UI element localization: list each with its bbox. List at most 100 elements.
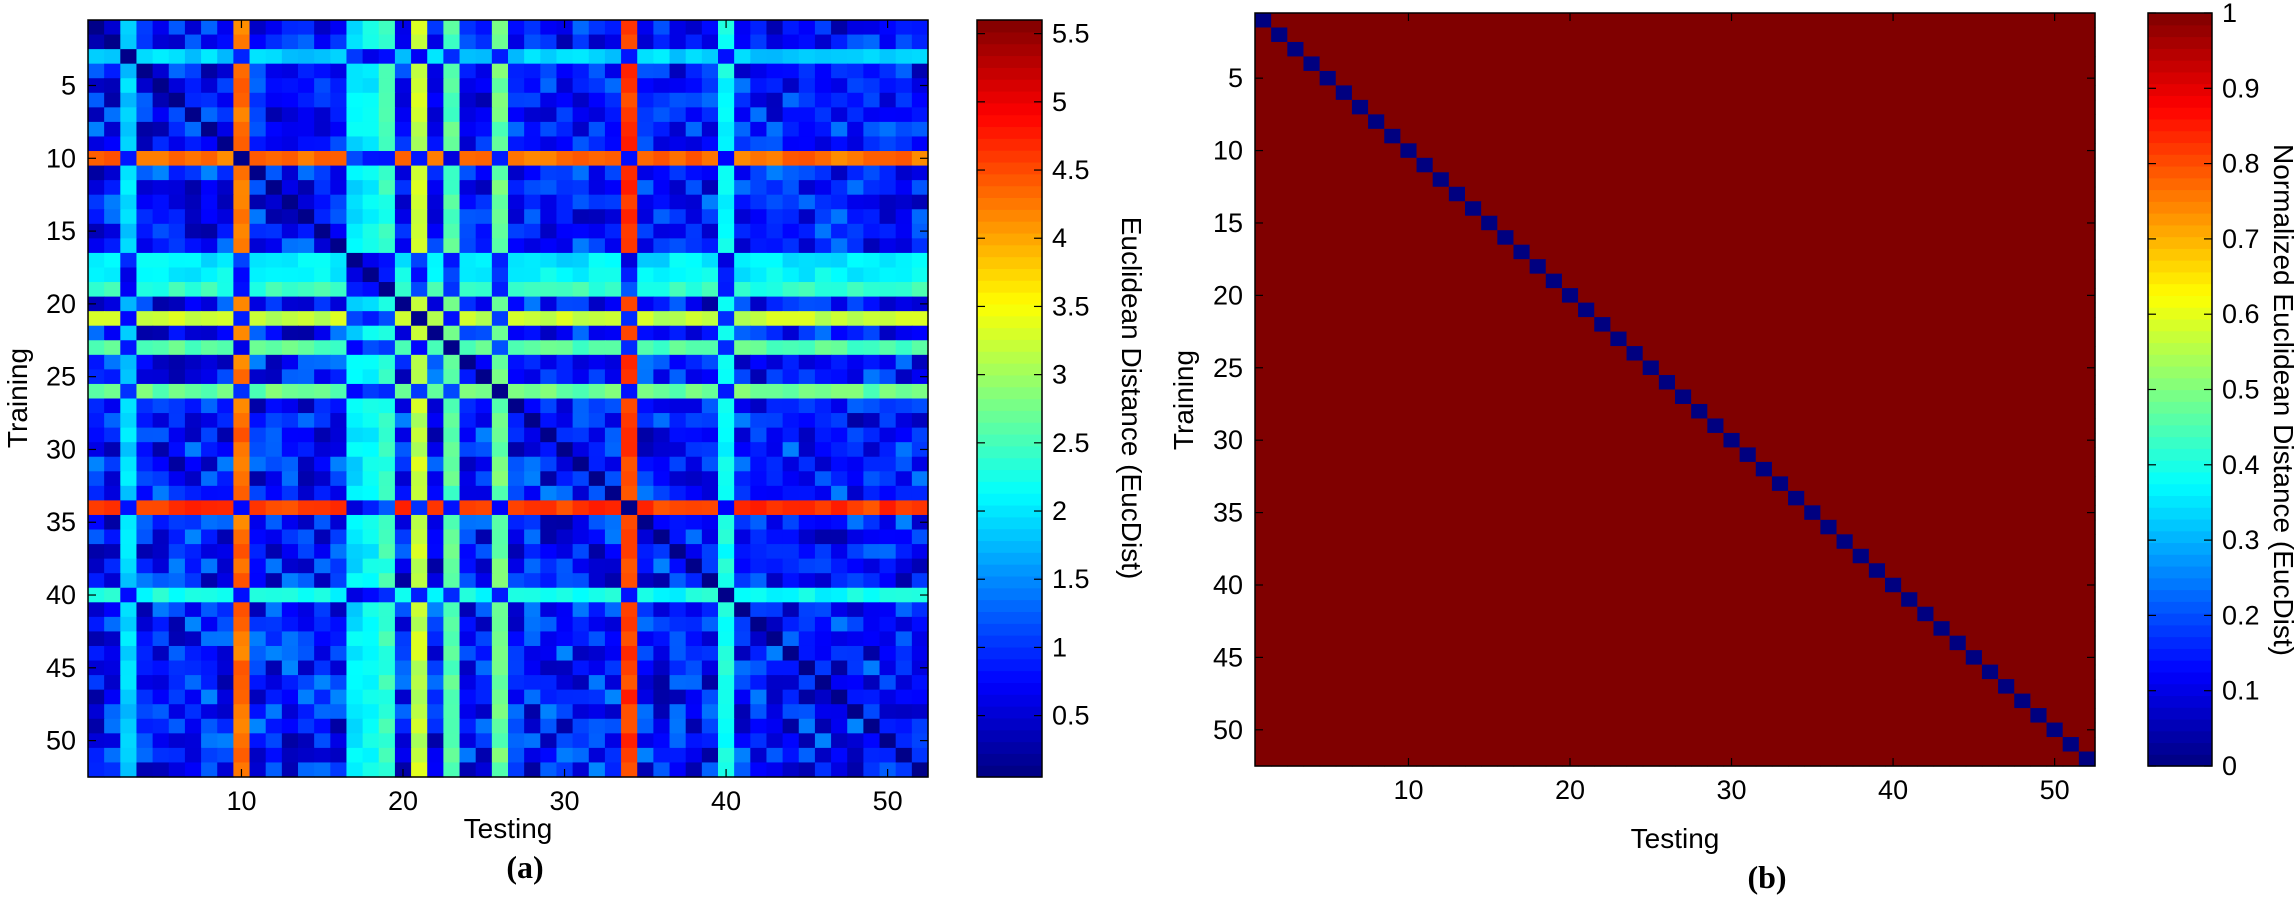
heatmap-a-cell bbox=[281, 718, 299, 734]
heatmap-b-cell bbox=[1788, 215, 1805, 231]
heatmap-a-cell bbox=[184, 296, 202, 312]
heatmap-a-cell bbox=[475, 718, 493, 734]
heatmap-a-cell bbox=[782, 92, 800, 108]
heatmap-a-cell bbox=[572, 456, 590, 472]
heatmap-a-cell bbox=[281, 267, 299, 283]
heatmap-a-cell bbox=[362, 471, 380, 487]
heatmap-a-cell bbox=[798, 485, 816, 502]
heatmap-b-cell bbox=[1255, 244, 1272, 260]
heatmap-b-cell bbox=[1675, 302, 1692, 318]
heatmap-a-cell bbox=[427, 180, 444, 196]
heatmap-a-cell bbox=[491, 500, 509, 516]
heatmap-b-cell bbox=[1578, 505, 1595, 521]
heatmap-a-cell bbox=[475, 500, 493, 516]
heatmap-b-cell bbox=[1319, 360, 1337, 376]
heatmap-a-cell bbox=[378, 209, 396, 225]
heatmap-b-cell bbox=[1885, 128, 1902, 144]
colorbar-a-band bbox=[977, 445, 1042, 459]
heatmap-b-cell bbox=[2078, 172, 2096, 188]
heatmap-a-cell bbox=[895, 718, 913, 734]
heatmap-b-cell bbox=[1416, 476, 1434, 492]
heatmap-b-cell bbox=[2046, 519, 2064, 535]
heatmap-a-cell bbox=[233, 514, 251, 531]
heatmap-a-cell bbox=[879, 485, 897, 502]
heatmap-b-cell bbox=[1788, 548, 1805, 564]
heatmap-a-cell bbox=[104, 354, 121, 370]
heatmap-a-cell bbox=[604, 267, 622, 283]
heatmap-a-cell bbox=[298, 544, 315, 560]
heatmap-a-cell bbox=[556, 442, 574, 458]
heatmap-a-cell bbox=[136, 645, 154, 662]
heatmap-a-cell bbox=[88, 631, 105, 647]
heatmap-b-cell bbox=[1739, 128, 1757, 144]
heatmap-a-cell bbox=[459, 223, 477, 239]
heatmap-a-cell bbox=[508, 252, 525, 269]
heatmap-b-cell bbox=[2078, 447, 2096, 463]
heatmap-b-cell bbox=[2078, 273, 2096, 289]
heatmap-a-cell bbox=[459, 689, 477, 705]
heatmap-b-cell bbox=[2062, 85, 2080, 101]
heatmap-a-cell bbox=[798, 121, 816, 138]
heatmap-b-cell bbox=[1368, 592, 1385, 608]
heatmap-a-cell bbox=[168, 645, 186, 662]
heatmap-b-cell bbox=[1901, 476, 1918, 492]
heatmap-a-cell bbox=[168, 631, 186, 647]
heatmap-a-cell bbox=[911, 340, 929, 356]
heatmap-a-cell bbox=[346, 136, 364, 152]
heatmap-b-cell bbox=[1691, 230, 1708, 246]
heatmap-a-cell bbox=[298, 20, 315, 36]
heatmap-a-cell bbox=[427, 151, 444, 167]
heatmap-a-cell bbox=[572, 616, 590, 633]
heatmap-a-cell bbox=[831, 20, 848, 36]
heatmap-b-cell bbox=[1707, 563, 1725, 579]
heatmap-a-cell bbox=[443, 602, 461, 618]
heatmap-b-cell bbox=[1594, 128, 1611, 144]
heatmap-b-cell bbox=[1755, 331, 1773, 347]
heatmap-a-cell bbox=[766, 49, 784, 65]
heatmap-a-cell bbox=[814, 20, 832, 36]
heatmap-b-cell bbox=[1723, 418, 1741, 434]
heatmap-b-cell bbox=[1513, 288, 1531, 304]
heatmap-a-cell bbox=[217, 136, 234, 152]
heatmap-b-cell bbox=[1691, 461, 1708, 477]
heatmap-a-cell bbox=[249, 34, 267, 50]
heatmap-a-cell bbox=[394, 689, 412, 705]
heatmap-b-cell bbox=[1852, 302, 1870, 318]
heatmap-a-cell bbox=[718, 78, 735, 94]
heatmap-b-cell bbox=[1739, 56, 1757, 72]
heatmap-a-cell bbox=[362, 398, 380, 414]
heatmap-b-cell bbox=[1965, 70, 1983, 86]
heatmap-b-cell bbox=[1497, 186, 1515, 202]
colorbar-a-band bbox=[977, 20, 1042, 33]
heatmap-a-cell bbox=[152, 733, 170, 749]
heatmap-a-cell bbox=[831, 78, 848, 94]
heatmap-a-cell bbox=[766, 631, 784, 647]
heatmap-a-cell bbox=[653, 514, 671, 531]
heatmap-a-cell bbox=[750, 165, 768, 181]
heatmap-b-cell bbox=[1723, 577, 1741, 593]
heatmap-b-cell bbox=[1561, 41, 1579, 58]
heatmap-b-cell bbox=[1319, 403, 1337, 420]
heatmap-a-cell bbox=[782, 573, 800, 589]
heatmap-b-cell bbox=[1465, 548, 1482, 564]
heatmap-a-cell bbox=[201, 136, 218, 152]
heatmap-b-cell bbox=[1400, 563, 1418, 579]
heatmap-a-cell bbox=[249, 311, 267, 327]
heatmap-a-cell bbox=[330, 631, 348, 647]
heatmap-b-cell bbox=[1481, 56, 1498, 72]
heatmap-a-cell bbox=[298, 296, 315, 312]
heatmap-b-cell bbox=[1771, 403, 1789, 420]
heatmap-a-cell bbox=[847, 78, 864, 94]
heatmap-a-cell bbox=[346, 369, 364, 385]
heatmap-b-cell bbox=[1287, 201, 1305, 217]
heatmap-b-cell bbox=[1917, 172, 1935, 188]
heatmap-a-cell bbox=[572, 369, 590, 385]
heatmap-a-cell bbox=[184, 704, 202, 720]
heatmap-a-cell bbox=[136, 238, 154, 254]
heatmap-b-cell bbox=[1836, 432, 1854, 449]
heatmap-a-cell bbox=[750, 238, 768, 254]
heatmap-a-cell bbox=[120, 587, 138, 603]
heatmap-b-cell bbox=[1836, 577, 1854, 593]
heatmap-b-cell bbox=[1723, 273, 1741, 289]
heatmap-b-cell bbox=[1820, 259, 1838, 275]
